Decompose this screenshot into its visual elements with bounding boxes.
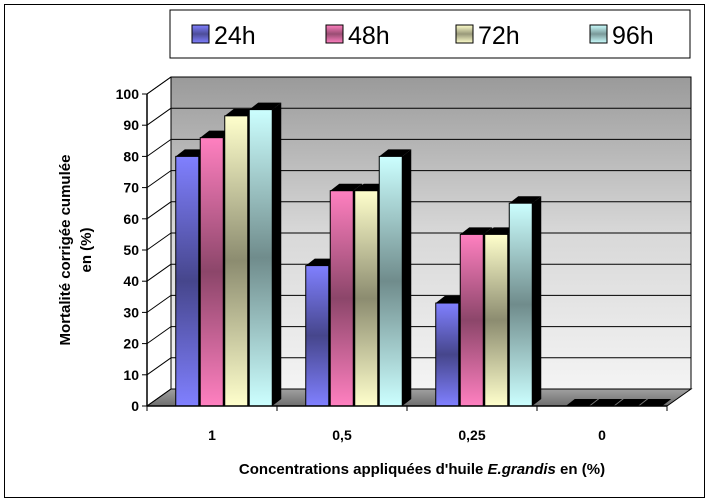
x-axis-title-prefix: Concentrations appliquées d'huile (239, 461, 488, 478)
bar-top (614, 399, 647, 406)
legend-label: 72h (478, 22, 520, 50)
x-tick-label: 0 (598, 427, 606, 443)
y-axis-title-line2: en (%) (78, 227, 95, 272)
gridline-side (146, 138, 172, 157)
x-tick-label: 0,25 (458, 427, 485, 443)
bar-front (175, 155, 200, 407)
bar-96h-1 (248, 102, 282, 407)
legend-item-72h: 72h (455, 22, 520, 50)
y-axis-title-line1: Mortalité corrigée cumulée (57, 155, 74, 346)
y-tick-label: 20 (123, 336, 139, 352)
bar-side (272, 102, 282, 406)
bar-front (435, 302, 460, 407)
bar-96h-0,25 (508, 196, 542, 407)
legend-item-48h: 48h (325, 22, 390, 50)
y-tick-label: 100 (116, 86, 140, 102)
bar-front (484, 233, 509, 407)
y-tick-label: 60 (123, 211, 139, 227)
bar-top (330, 183, 363, 191)
legend-label: 24h (214, 22, 256, 50)
y-axis-top-edge (146, 76, 172, 95)
x-axis-title: Concentrations appliquées d'huile E.gran… (239, 461, 605, 478)
bar-top (565, 399, 598, 406)
y-tick-label: 50 (123, 242, 139, 258)
gridline-side (146, 263, 172, 282)
bar-top (379, 149, 412, 157)
legend-swatch (191, 24, 210, 44)
x-tick-label: 0,5 (332, 427, 352, 443)
legend-label: 96h (612, 22, 654, 50)
bar-front (305, 265, 330, 407)
gridline-side (146, 232, 172, 251)
gridline-side (146, 107, 172, 126)
gridline-side (146, 201, 172, 220)
y-tick-label: 80 (123, 148, 139, 164)
bar-side (532, 196, 542, 406)
y-tick-label: 10 (123, 367, 139, 383)
legend-item-24h: 24h (191, 22, 256, 50)
gridline-side (146, 170, 172, 189)
bar-front (224, 115, 249, 407)
legend-swatch (325, 24, 344, 44)
y-tick-label: 0 (131, 398, 139, 414)
bar-48h-0 (590, 399, 623, 406)
bar-front (508, 202, 533, 407)
bar-front (248, 109, 273, 407)
legend-swatch (589, 24, 608, 44)
bar-top (249, 102, 282, 110)
bar-front (378, 155, 403, 407)
bar-top (460, 227, 493, 235)
legend-item-96h: 96h (589, 22, 654, 50)
bar-front (329, 190, 354, 407)
bar-front (459, 233, 484, 407)
legend-label: 48h (348, 22, 390, 50)
y-tick-label: 40 (123, 273, 139, 289)
legend: 24h 48h 72h 96h (169, 9, 691, 59)
y-tick-label: 70 (123, 180, 139, 196)
legend-swatch (455, 24, 474, 44)
x-tick-label: 1 (208, 427, 216, 443)
x-axis-title-suffix: en (%) (556, 461, 605, 478)
bar-top (509, 196, 542, 204)
bar-24h-0 (565, 399, 598, 406)
bar-side (402, 149, 412, 406)
x-axis-title-species: E.grandis (488, 461, 556, 478)
gridline-side (146, 388, 172, 407)
bar-front (354, 190, 379, 407)
bar-96h-0,5 (378, 149, 412, 407)
bar-96h-0 (639, 399, 672, 406)
bar-top (590, 399, 623, 406)
bar-72h-0 (614, 399, 647, 406)
gridline-side (146, 326, 172, 345)
gridline-side (146, 357, 172, 376)
y-tick-label: 30 (123, 304, 139, 320)
bar-top (639, 399, 672, 406)
y-tick-label: 90 (123, 117, 139, 133)
bar-front (199, 137, 224, 407)
gridline-side (146, 294, 172, 313)
